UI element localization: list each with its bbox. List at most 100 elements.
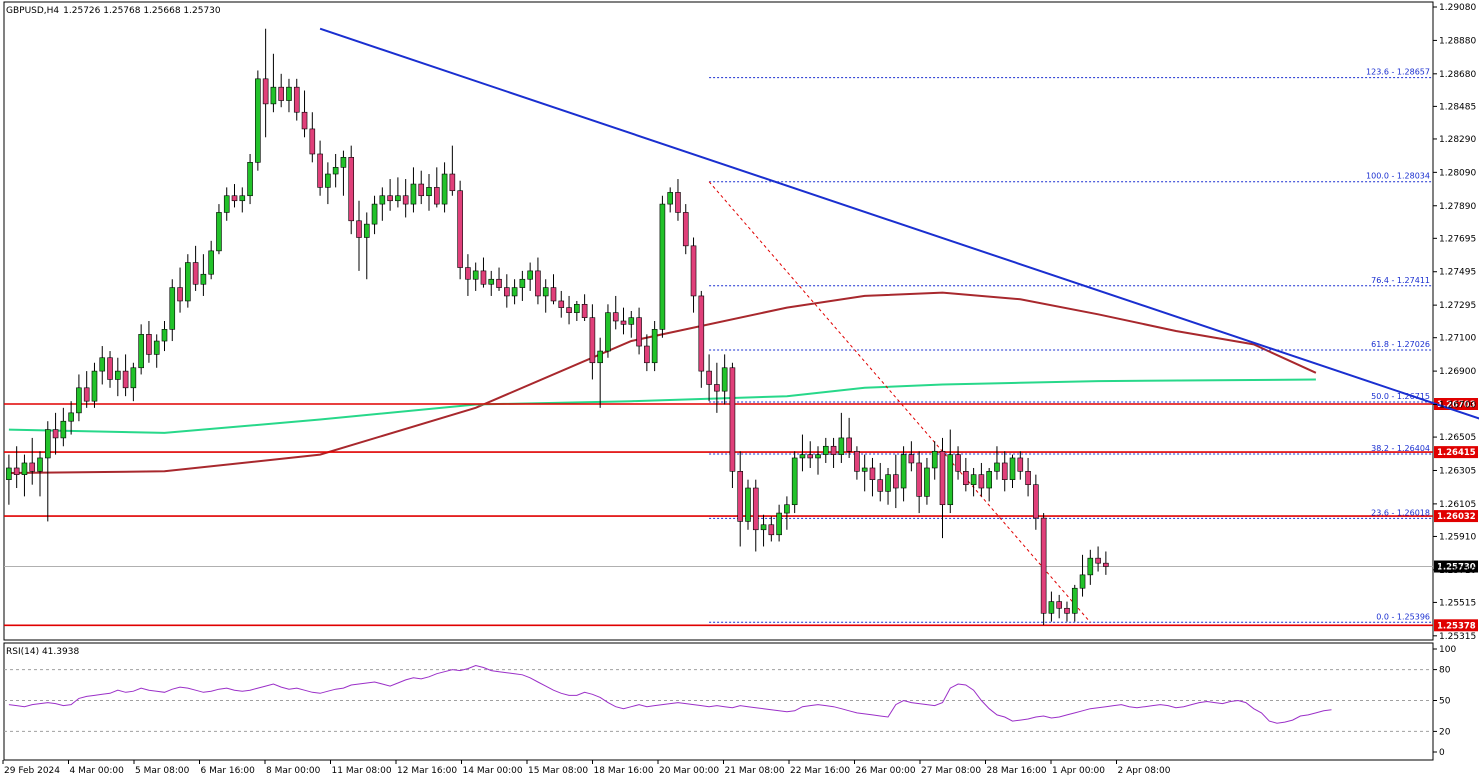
time-tick-label: 6 Mar 16:00	[201, 766, 256, 776]
time-tick-label: 12 Mar 16:00	[397, 766, 457, 776]
bearish-candle	[231, 195, 238, 202]
bullish-candle	[605, 312, 611, 352]
time-tick-label: 8 Mar 00:00	[266, 766, 321, 776]
bullish-candle	[130, 367, 137, 389]
price-tick-label: 1.27100	[1439, 334, 1476, 344]
time-tick-label: 11 Mar 08:00	[332, 766, 392, 776]
time-tick-label: 1 Apr 00:00	[1052, 766, 1105, 776]
level-price-tag	[1434, 446, 1478, 459]
candles	[6, 28, 1109, 625]
price-tick-label: 1.27695	[1439, 234, 1476, 244]
bearish-candle	[29, 462, 36, 472]
bullish-candle	[115, 370, 121, 380]
bearish-candle	[278, 86, 284, 101]
bullish-candle	[947, 454, 954, 506]
bearish-candle	[737, 471, 744, 522]
fib-level-label: 61.8 - 1.27026	[1371, 340, 1430, 349]
bullish-candle	[900, 454, 907, 489]
bearish-candle	[566, 307, 572, 313]
bearish-candle	[698, 295, 705, 372]
bullish-candle	[924, 467, 930, 497]
bearish-candle	[854, 450, 860, 472]
chart-header: GBPUSD,H4 1.25726 1.25768 1.25668 1.25730	[6, 6, 221, 16]
bearish-candle	[387, 195, 393, 202]
bullish-candle	[815, 454, 821, 459]
price-tick-label: 1.29080	[1439, 3, 1476, 13]
bearish-candle	[309, 128, 316, 155]
rsi-tick-label: 80	[1439, 666, 1451, 676]
bullish-candle	[216, 212, 222, 252]
bullish-candle	[791, 457, 798, 506]
bullish-candle	[76, 387, 82, 414]
bearish-candle	[581, 303, 588, 318]
bearish-candle	[916, 462, 922, 497]
bearish-candle	[402, 195, 409, 205]
time-tick-label: 22 Mar 16:00	[790, 766, 850, 776]
bullish-candle	[838, 437, 845, 455]
bullish-candle	[441, 173, 448, 205]
level-price-tag-label: 1.26415	[1437, 448, 1476, 458]
fast-moving-average-line	[8, 378, 1316, 434]
bearish-candle	[13, 467, 20, 475]
bullish-candle	[472, 270, 479, 280]
bullish-candle	[542, 287, 549, 297]
bullish-candle	[970, 474, 977, 485]
fib-projection-line[interactable]	[708, 181, 1091, 623]
bearish-candle	[504, 287, 510, 297]
bullish-candle	[60, 420, 67, 439]
bullish-candle	[519, 278, 526, 288]
price-tick-label: 1.26700	[1439, 401, 1476, 411]
bearish-candle	[675, 192, 681, 213]
bullish-candle	[760, 524, 767, 531]
bearish-candle	[768, 524, 775, 536]
rsi-header: RSI(14) 41.3938	[6, 647, 79, 657]
time-tick-label: 5 Mar 08:00	[135, 766, 190, 776]
fib-level-label: 0.0 - 1.25396	[1376, 612, 1430, 621]
bearish-candle	[612, 312, 619, 322]
bullish-candle	[628, 317, 635, 325]
time-tick-label: 26 Mar 00:00	[856, 766, 916, 776]
bearish-candle	[107, 357, 113, 380]
bearish-candle	[729, 367, 736, 472]
bearish-candle	[293, 86, 300, 113]
bearish-candle	[1001, 462, 1008, 480]
bullish-candle	[99, 357, 106, 372]
bullish-candle	[511, 287, 518, 297]
time-axis: 29 Feb 2024 4 Mar 00:00 5 Mar 08:00 6 Mar 1…	[2, 760, 1171, 776]
time-tick-label: 20 Mar 00:00	[659, 766, 719, 776]
bullish-candle	[138, 334, 144, 369]
bearish-candle	[706, 370, 712, 385]
bullish-candle	[667, 192, 673, 205]
bearish-candle	[317, 153, 323, 188]
bearish-candle	[807, 454, 814, 459]
price-tick-label: 1.25710	[1439, 566, 1476, 576]
bullish-candle	[247, 162, 253, 197]
bullish-candle	[597, 350, 603, 364]
bearish-candle	[690, 245, 697, 297]
bullish-candle	[68, 412, 74, 422]
bearish-candle	[877, 479, 884, 492]
bullish-candle	[239, 195, 246, 202]
bullish-candle	[1087, 557, 1094, 576]
trendline-layer[interactable]	[319, 27, 1479, 421]
bearish-candle	[83, 387, 90, 402]
bearish-candle	[465, 267, 471, 280]
bullish-candle	[994, 462, 1000, 472]
bullish-candle	[721, 367, 728, 392]
bearish-candle	[1103, 562, 1109, 567]
bearish-candle	[714, 384, 720, 392]
price-tick-label: 1.27295	[1439, 301, 1476, 311]
bullish-candle	[488, 278, 495, 285]
bullish-candle	[44, 429, 51, 459]
bearish-candle	[535, 270, 541, 297]
bearish-candle	[869, 467, 876, 480]
price-pane	[3, 1, 1434, 641]
descending-trendline[interactable]	[319, 27, 1479, 421]
bearish-candle	[1095, 557, 1101, 564]
rsi-line	[8, 664, 1332, 724]
bullish-candle	[270, 86, 277, 105]
price-pane-frame	[3, 1, 1434, 641]
bearish-candle	[348, 157, 355, 222]
